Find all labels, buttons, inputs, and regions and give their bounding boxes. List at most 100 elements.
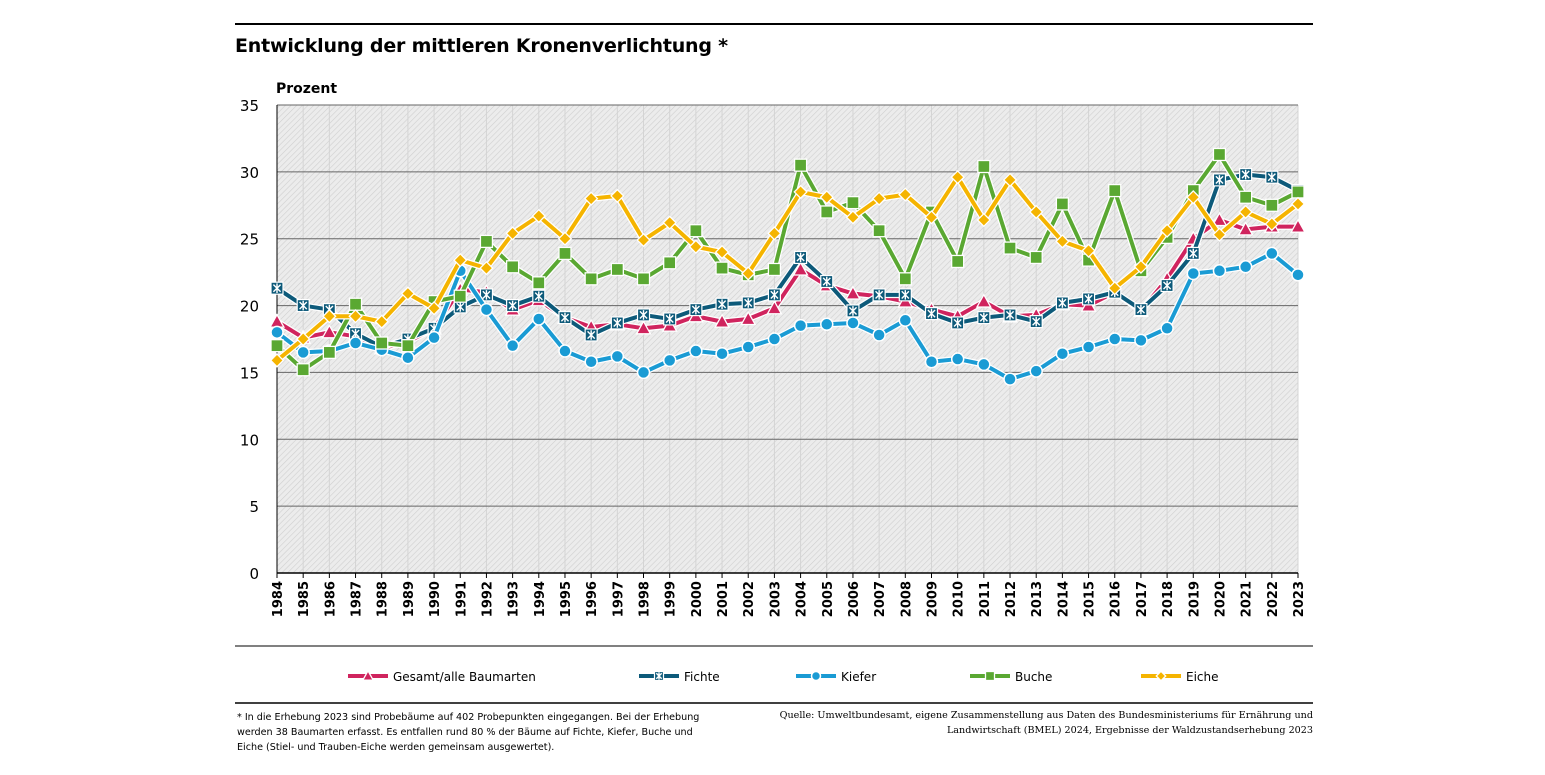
data-point <box>1160 321 1174 336</box>
data-point <box>322 309 337 324</box>
data-point <box>898 288 912 302</box>
x-tick-label: 2018 <box>1161 581 1176 617</box>
legend: Gesamt/alle Baumarten Fichte Kiefer Buche Ei… <box>348 669 1219 684</box>
x-axis: 1984 1985 1986 1987 1988 1989 1990 1991 1992 1993… <box>271 573 1307 617</box>
x-tick-label: 2010 <box>952 581 967 617</box>
data-point <box>374 314 389 329</box>
data-point <box>950 169 965 185</box>
data-point <box>558 311 572 325</box>
data-point <box>427 330 441 345</box>
data-point <box>505 260 520 274</box>
data-point <box>348 309 363 324</box>
data-point <box>270 339 284 353</box>
data-point <box>1211 211 1228 227</box>
marker-cross <box>744 298 753 308</box>
data-point <box>1160 278 1174 293</box>
data-point <box>1055 346 1070 361</box>
data-point <box>977 159 991 174</box>
data-point <box>715 297 729 311</box>
x-tick-label: 1995 <box>559 581 574 617</box>
data-point <box>1029 315 1043 329</box>
chart-title: Entwicklung der mittleren Kronenverlicht… <box>235 35 728 57</box>
data-point <box>741 266 756 281</box>
marker-cross <box>613 318 622 328</box>
data-point <box>924 210 939 225</box>
data-point <box>845 210 861 225</box>
legend-label: Eiche <box>1186 670 1219 684</box>
data-point <box>1186 190 1201 205</box>
x-tick-label: 2014 <box>1056 581 1071 617</box>
data-point <box>898 272 912 286</box>
data-point <box>977 357 991 372</box>
y-tick-label: 10 <box>240 431 259 449</box>
data-point <box>426 301 442 316</box>
data-point <box>401 339 415 353</box>
data-point <box>1055 197 1070 211</box>
marker-cross <box>822 276 831 287</box>
y-tick-label: 25 <box>240 231 259 249</box>
x-tick-label: 2002 <box>742 581 757 617</box>
data-point <box>820 274 834 289</box>
data-point <box>531 208 547 224</box>
x-tick-label: 2013 <box>1030 581 1045 617</box>
data-point <box>872 328 886 342</box>
data-point <box>714 244 730 260</box>
data-point <box>872 288 886 302</box>
x-tick-label: 2016 <box>1109 581 1124 617</box>
x-tick-label: 1999 <box>664 581 679 617</box>
data-point <box>269 353 285 368</box>
data-point <box>846 316 860 330</box>
data-point <box>951 254 965 269</box>
data-point <box>375 336 389 350</box>
data-point <box>951 316 965 330</box>
marker-cross <box>1136 304 1146 315</box>
x-tick-label: 2021 <box>1240 581 1255 617</box>
legend-item: Fichte <box>639 670 720 684</box>
data-point <box>1212 264 1227 278</box>
data-point <box>479 260 494 276</box>
data-point <box>663 312 677 326</box>
y-tick-label: 35 <box>240 97 259 115</box>
x-tick-label: 2017 <box>1135 581 1150 617</box>
marker-cross <box>953 318 962 328</box>
data-point <box>819 190 834 205</box>
data-point <box>1134 302 1148 317</box>
data-point <box>558 246 572 261</box>
x-tick-label: 2007 <box>873 581 888 617</box>
data-point <box>1029 364 1043 378</box>
data-point <box>348 336 363 350</box>
data-point <box>872 224 886 238</box>
data-point <box>793 250 808 265</box>
data-point <box>898 313 913 328</box>
x-tick-label: 2003 <box>768 581 783 617</box>
marker-cross <box>587 330 596 340</box>
data-point <box>663 256 677 270</box>
series-line <box>275 172 1299 350</box>
data-point <box>1290 196 1306 212</box>
data-point <box>1002 172 1018 188</box>
data-point <box>635 320 652 335</box>
legend-item: Buche <box>970 670 1052 684</box>
marker-cross <box>1189 248 1198 259</box>
data-point <box>1003 241 1017 255</box>
data-point <box>1055 296 1069 310</box>
series-group <box>268 147 1307 386</box>
data-point <box>975 293 992 308</box>
data-point <box>1055 234 1070 249</box>
data-point <box>924 354 939 369</box>
y-tick-label: 0 <box>249 565 259 583</box>
x-tick-label: 1991 <box>454 581 469 617</box>
y-axis-label: Prozent <box>276 81 337 97</box>
data-point <box>610 349 625 364</box>
data-point <box>1265 198 1279 212</box>
data-point <box>662 353 677 368</box>
x-tick-label: 1994 <box>533 581 548 617</box>
data-point <box>532 312 546 326</box>
x-tick-label: 1998 <box>638 581 653 617</box>
data-point <box>741 296 755 310</box>
x-tick-label: 1985 <box>297 581 312 617</box>
x-tick-label: 1993 <box>507 581 522 617</box>
data-point <box>976 212 992 228</box>
data-point <box>296 345 310 360</box>
data-point <box>1081 243 1096 258</box>
